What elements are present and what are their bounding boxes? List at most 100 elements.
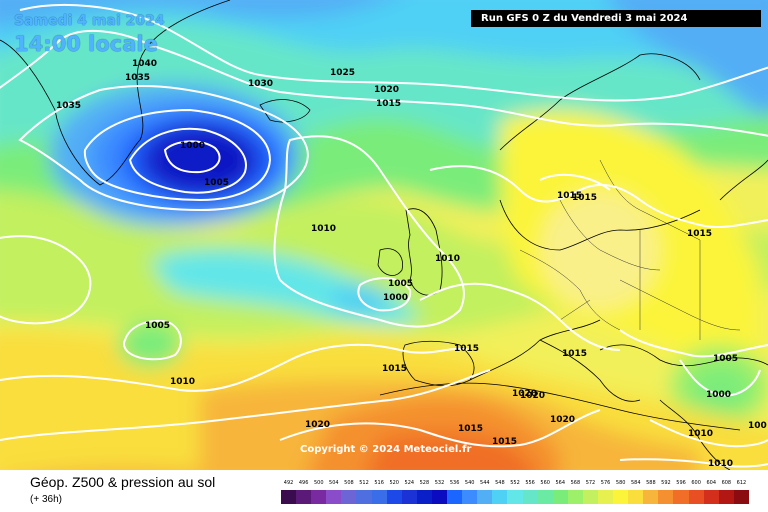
isobar-label: 1015 xyxy=(454,344,479,354)
color-scale-swatch xyxy=(431,490,448,504)
isobar-label: 1035 xyxy=(125,73,150,83)
color-scale-swatch xyxy=(733,490,749,504)
color-scale-tick-label: 564 xyxy=(555,480,566,486)
color-scale-tick-label: 536 xyxy=(449,480,460,486)
isobar-label: 1040 xyxy=(132,59,157,69)
color-scale-tick-label: 532 xyxy=(434,480,445,486)
isobar-label: 1015 xyxy=(458,424,483,434)
color-scale-tick-label: 552 xyxy=(510,480,520,486)
isobar-label: 1020 xyxy=(305,420,330,430)
color-scale-swatch xyxy=(628,490,644,504)
isobar-label: 1020 xyxy=(512,389,537,399)
color-scale-tick-label: 524 xyxy=(404,480,415,486)
isobar-label: 1000 xyxy=(180,141,205,151)
isobar-label: 1010 xyxy=(688,429,713,439)
color-scale-tick-label: 496 xyxy=(298,480,309,486)
isobar-label: 1005 xyxy=(713,354,738,364)
isobars xyxy=(0,4,768,468)
model-run-label: Run GFS 0 Z du Vendredi 3 mai 2024 xyxy=(471,10,761,27)
color-scale-tick-label: 600 xyxy=(691,480,701,486)
color-scale-swatch xyxy=(643,490,659,504)
weather-map: 1040 1035 1035 1030 1025 1020 1015 1000 1005 1010… xyxy=(0,0,768,470)
color-scale-tick-label: 560 xyxy=(540,480,550,486)
color-scale-swatch xyxy=(688,490,704,504)
isobar-label: 1015 xyxy=(562,349,587,359)
color-scale-swatch xyxy=(386,490,402,504)
isobar-label: 1010 xyxy=(708,459,733,469)
color-scale-tick-label: 528 xyxy=(419,480,430,486)
forecast-local-time: 14:00 locale xyxy=(14,32,158,56)
color-scale-swatch xyxy=(311,490,327,504)
color-scale-tick-label: 608 xyxy=(721,480,732,486)
color-scale-swatch xyxy=(673,490,689,504)
copyright-notice: Copyright © 2024 Meteociel.fr xyxy=(300,444,472,455)
legend-footer: Géop. Z500 & pression au sol (+ 36h) 492… xyxy=(0,470,768,512)
color-scale-swatch xyxy=(718,490,734,504)
isobar-label: 1025 xyxy=(330,68,355,78)
color-scale-tick-label: 520 xyxy=(389,480,399,486)
color-scale-tick-label: 576 xyxy=(600,480,611,486)
color-scale-tick-label: 580 xyxy=(615,480,626,486)
color-scale-tick-label: 540 xyxy=(464,480,475,486)
color-scale-swatch xyxy=(703,490,719,504)
isobar-label: 1010 xyxy=(311,224,336,234)
color-scale-swatch xyxy=(416,490,432,504)
isobar-labels: 1040 1035 1035 1030 1025 1020 1015 1000 1005 1010… xyxy=(56,59,767,469)
color-scale-tick-label: 508 xyxy=(344,480,354,486)
color-scale-tick-label: 568 xyxy=(570,480,581,486)
color-scale-swatch xyxy=(477,490,493,504)
color-scale-swatch xyxy=(371,490,387,504)
color-scale-tick-label: 504 xyxy=(329,480,339,486)
color-scale-tick-label: 548 xyxy=(495,480,505,486)
color-scale-swatch xyxy=(296,490,312,504)
color-scale-swatch xyxy=(462,490,478,504)
color-scale-swatch xyxy=(492,490,508,504)
isobar-label: 1015 xyxy=(557,191,582,201)
isobar-label: 1010 xyxy=(435,254,460,264)
isobar-label: 1020 xyxy=(520,391,545,401)
isobar-label: 1015 xyxy=(572,193,597,203)
color-scale-tick-label: 516 xyxy=(374,480,384,486)
isobar-label: 1020 xyxy=(374,85,399,95)
color-scale-swatch xyxy=(507,490,523,504)
color-scale-tick-label: 604 xyxy=(706,480,717,486)
color-scale-tick-label: 596 xyxy=(676,480,686,486)
color-scale-tick-label: 544 xyxy=(480,480,490,486)
isobar-label: 1030 xyxy=(248,79,273,89)
color-scale-swatch xyxy=(356,490,372,504)
isobar-label: 1015 xyxy=(492,437,517,447)
color-scale-tick-label: 572 xyxy=(585,480,596,486)
color-scale-swatch xyxy=(341,490,357,504)
isobar-label: 1020 xyxy=(550,415,575,425)
color-scale-tick-label: 556 xyxy=(525,480,535,486)
geopotential-field xyxy=(0,0,768,470)
color-scale-swatch xyxy=(537,490,553,504)
isobar-label: 1015 xyxy=(382,364,407,374)
color-scale-tick-label: 592 xyxy=(661,480,671,486)
color-scale-swatch xyxy=(281,490,297,504)
isobar-label: 1035 xyxy=(56,101,81,111)
color-scale-tick-label: 612 xyxy=(736,480,747,486)
isobar-label: 1015 xyxy=(687,229,712,239)
forecast-lead-time: (+ 36h) xyxy=(30,494,62,505)
color-scale-tick-label: 584 xyxy=(630,480,641,486)
country-borders xyxy=(519,159,741,340)
isobar-label: 1000 xyxy=(706,390,731,400)
isobar-label: 1015 xyxy=(376,99,401,109)
color-scale-swatch xyxy=(552,490,568,504)
color-scale-bar xyxy=(281,490,749,504)
color-scale-swatch xyxy=(597,490,614,504)
color-scale-tick-label: 588 xyxy=(646,480,656,486)
isobar-label: 100 xyxy=(748,421,767,431)
isobar-label: 1005 xyxy=(204,178,229,188)
color-scale-swatch xyxy=(401,490,417,504)
color-scale-swatch xyxy=(567,490,583,504)
isobar-label: 1010 xyxy=(170,377,195,387)
color-scale-tick-label: 512 xyxy=(359,480,369,486)
color-scale-tick-label: 492 xyxy=(283,480,294,486)
isobar-label: 1005 xyxy=(388,279,413,289)
color-scale-swatch xyxy=(522,490,538,504)
color-scale-swatch xyxy=(447,490,463,504)
color-scale-tick-label: 500 xyxy=(313,480,324,486)
